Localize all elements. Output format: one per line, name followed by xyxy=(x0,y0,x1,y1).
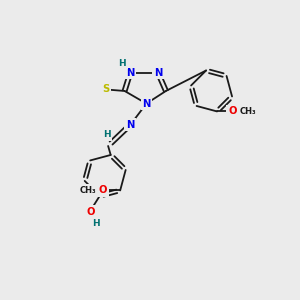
Text: CH₃: CH₃ xyxy=(80,186,97,195)
Text: N: N xyxy=(126,120,134,130)
Text: H: H xyxy=(92,219,100,228)
Text: O: O xyxy=(99,185,107,195)
Text: S: S xyxy=(102,84,109,94)
Text: O: O xyxy=(87,207,95,217)
Text: CH₃: CH₃ xyxy=(239,107,256,116)
Text: N: N xyxy=(154,68,162,78)
Text: N: N xyxy=(126,68,134,78)
Text: H: H xyxy=(118,59,126,68)
Text: O: O xyxy=(228,106,237,116)
Text: H: H xyxy=(103,130,110,139)
Text: N: N xyxy=(142,99,151,109)
